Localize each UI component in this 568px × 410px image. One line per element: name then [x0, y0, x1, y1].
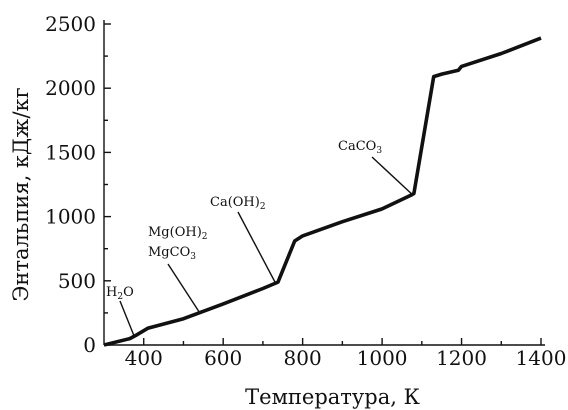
y-axis-title: Энтальпия, кДж/кг — [9, 87, 33, 301]
x-tick-label: 400 — [125, 346, 163, 370]
enthalpy-series-line — [103, 36, 542, 347]
y-tick-label: 500 — [58, 269, 96, 293]
annotation-leader — [119, 300, 136, 338]
annotations: H2O Mg(OH)2 MgCO3 Ca(OH)2 CaCO3 — [106, 139, 413, 338]
annotation-label: MgCO3 — [148, 245, 196, 262]
annotation-leader — [371, 156, 413, 195]
y-ticks: 0 500 1000 1500 2000 2500 — [45, 12, 111, 357]
annotation-leader — [167, 263, 200, 313]
annotation-label: CaCO3 — [338, 139, 382, 156]
annotation-label: Mg(OH)2 — [148, 225, 208, 242]
x-axis-title: Температура, К — [245, 385, 420, 409]
annotation-label: Ca(OH)2 — [210, 195, 266, 212]
y-tick-label: 0 — [83, 333, 96, 357]
annotation-label: H2O — [106, 285, 134, 302]
x-tick-label: 1400 — [516, 346, 567, 370]
y-tick-label: 2000 — [45, 76, 96, 100]
y-tick-label: 1500 — [45, 140, 96, 164]
x-tick-label: 800 — [284, 346, 322, 370]
x-tick-label: 1000 — [357, 346, 408, 370]
y-tick-label: 2500 — [45, 12, 96, 36]
annotation-leader — [237, 211, 277, 285]
x-tick-label: 600 — [204, 346, 242, 370]
y-tick-label: 1000 — [45, 205, 96, 229]
x-ticks: 400 600 800 1000 1200 1400 — [125, 338, 567, 370]
x-tick-label: 1200 — [436, 346, 487, 370]
plot-area: 400 600 800 1000 1200 1400 0 500 1000 1500 2000 25… — [45, 12, 566, 370]
